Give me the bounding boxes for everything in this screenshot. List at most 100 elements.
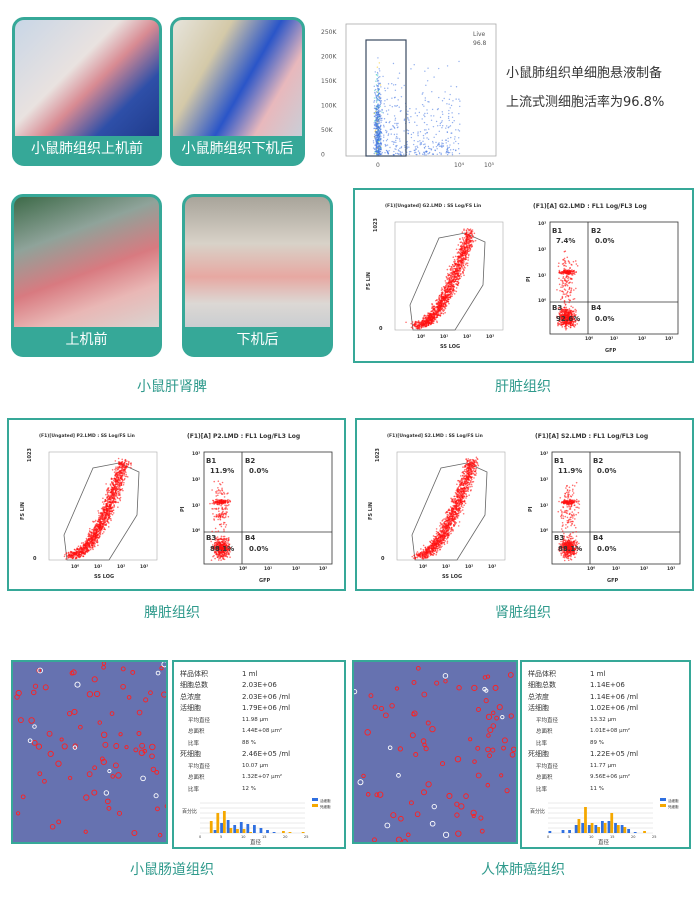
event-dot (431, 90, 433, 93)
event-dot (439, 313, 442, 315)
event-dot (568, 308, 571, 310)
event-dot (564, 327, 567, 329)
event-dot (473, 232, 476, 235)
event-dot (444, 284, 447, 287)
event-dot (450, 269, 452, 272)
event-dot (433, 136, 435, 139)
event-dot (564, 293, 566, 296)
event-dot (376, 152, 378, 154)
event-dot (446, 285, 449, 287)
event-dot (410, 326, 413, 329)
event-dot (226, 548, 229, 551)
event-dot (465, 240, 467, 243)
event-dot (458, 60, 460, 63)
event-dot (417, 327, 420, 330)
event-dot (564, 261, 566, 264)
event-dot (224, 540, 226, 543)
event-dot (112, 483, 114, 485)
event-dot (563, 312, 566, 315)
event-dot (442, 295, 445, 297)
event-dot (422, 153, 424, 155)
event-dot (424, 115, 426, 118)
event-dot (379, 105, 382, 108)
photo-label: 小鼠肺组织下机后 (173, 136, 302, 163)
event-dot (458, 251, 461, 254)
event-dot (217, 559, 220, 561)
event-dot (447, 272, 449, 275)
flow-plots: (F1)[Ungated] G2.LMD : SS Log/FS Lin (F1)… (366, 203, 679, 354)
event-dot (379, 110, 382, 112)
event-dot (373, 152, 375, 155)
event-dot (130, 464, 132, 466)
event-dot (568, 269, 570, 271)
event-dot (99, 529, 102, 531)
event-dot (375, 150, 377, 152)
event-dot (456, 280, 458, 283)
event-dot (455, 287, 458, 289)
event-dot (557, 307, 560, 309)
event-dot (453, 265, 456, 267)
event-dot (227, 541, 229, 543)
event-dot (462, 244, 465, 247)
y-tick-label: 100K (321, 103, 337, 110)
event-dot (432, 153, 434, 155)
event-dot (406, 129, 408, 131)
event-dot (391, 82, 393, 85)
event-dot (442, 293, 444, 295)
event-dot (423, 129, 426, 131)
event-dot (111, 500, 113, 502)
event-dot (119, 499, 122, 502)
event-dot (408, 151, 411, 153)
event-dot (96, 524, 98, 526)
event-dot (464, 239, 467, 241)
event-dot (449, 290, 451, 293)
event-dot (452, 148, 455, 151)
event-dot (398, 150, 400, 152)
event-dot (451, 112, 453, 114)
event-dot (441, 120, 443, 122)
event-dot (381, 117, 383, 120)
event-dot (375, 91, 378, 93)
event-dot (460, 258, 463, 260)
event-dot (440, 153, 442, 156)
photo-label: 上机前 (14, 327, 159, 354)
event-dot (419, 321, 422, 323)
event-dot (377, 113, 379, 115)
event-dot (435, 303, 438, 306)
event-dot (471, 245, 474, 247)
event-dot (448, 109, 450, 112)
event-dot (379, 84, 382, 86)
event-dot (449, 144, 451, 146)
event-dot (437, 307, 440, 310)
event-dot (569, 326, 572, 329)
event-dot (464, 233, 467, 235)
event-dot (419, 131, 422, 133)
event-dot (405, 321, 407, 324)
event-dot (410, 136, 413, 139)
event-dot (448, 119, 450, 122)
event-dot (373, 122, 375, 124)
photo-lung-after: 小鼠肺组织下机后 (170, 17, 305, 166)
event-dot (436, 321, 438, 324)
event-dot (464, 250, 467, 253)
event-dot (414, 146, 417, 148)
event-dot (446, 148, 448, 150)
x-tick-label: 10⁵ (484, 162, 495, 169)
event-dot (415, 325, 417, 327)
event-dot (453, 285, 455, 288)
event-dot (438, 301, 441, 304)
event-dot (110, 512, 113, 515)
event-dot (567, 294, 570, 297)
event-dot (452, 273, 455, 276)
event-dot (424, 145, 427, 148)
event-dot (99, 525, 101, 527)
event-dot (126, 462, 128, 465)
event-dot (458, 263, 460, 266)
event-dot (429, 319, 432, 322)
event-dot (433, 320, 435, 323)
event-dot (424, 143, 426, 145)
event-dot (78, 553, 81, 556)
flow-panel-liver: (F1)[Ungated] G2.LMD : SS Log/FS Lin (F1)… (353, 188, 694, 363)
event-dot (95, 530, 98, 533)
description-line-1: 小鼠肺组织单细胞悬液制备 (506, 66, 663, 81)
